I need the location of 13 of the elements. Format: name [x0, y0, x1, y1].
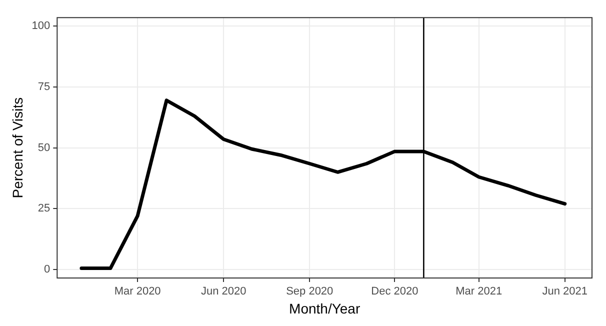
x-tick-label: Jun 2021: [542, 286, 588, 298]
y-tick-label: 75: [38, 80, 50, 93]
y-tick-label: 50: [38, 142, 50, 154]
y-axis-title: Percent of Visits: [9, 97, 26, 198]
x-tick-label: Sep 2020: [286, 286, 334, 298]
y-tick-label: 0: [44, 264, 50, 276]
y-tick-label: 25: [38, 202, 50, 215]
y-tick-label: 100: [32, 20, 50, 32]
x-tick-label: Dec 2020: [371, 286, 418, 298]
x-tick-label: Mar 2020: [114, 286, 161, 298]
x-axis-title: Month/Year: [289, 300, 360, 316]
x-tick-label: Jun 2020: [200, 286, 246, 298]
x-tick-label: Mar 2021: [456, 286, 502, 298]
